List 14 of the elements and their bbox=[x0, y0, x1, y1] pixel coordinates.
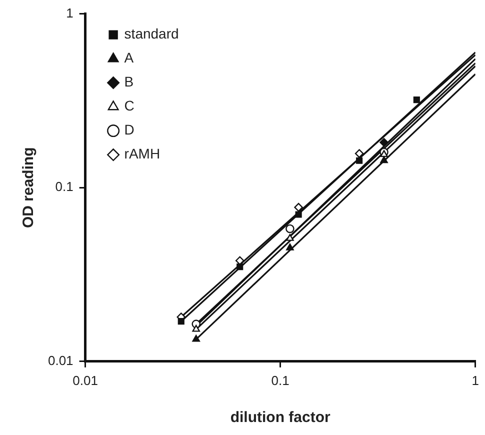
legend-label: C bbox=[124, 98, 134, 114]
y-tick-label: 1 bbox=[66, 5, 74, 20]
y-tick-label: 0.01 bbox=[48, 352, 74, 368]
legend-label: A bbox=[124, 50, 134, 66]
x-axis-title: dilution factor bbox=[230, 409, 330, 426]
y-axis-title: OD reading bbox=[20, 147, 38, 228]
legend-label: D bbox=[124, 122, 134, 138]
y-tick-label: 0.1 bbox=[55, 179, 74, 194]
legend-label: rAMH bbox=[124, 146, 160, 162]
legend-label: standard bbox=[124, 26, 179, 42]
x-tick-label: 0.01 bbox=[72, 372, 98, 388]
x-tick-label: 1 bbox=[472, 372, 479, 388]
legend-label: B bbox=[124, 74, 134, 90]
x-tick-label: 0.1 bbox=[271, 372, 290, 388]
